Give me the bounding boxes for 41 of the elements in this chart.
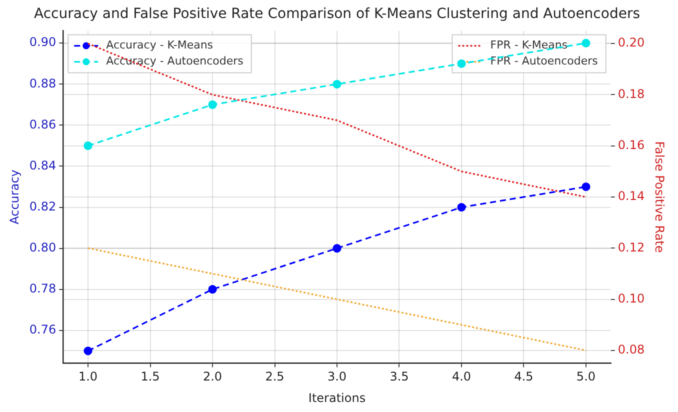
point [582,182,590,192]
y-tick-label: 0.88 [29,76,56,90]
x-tick-label: 2.5 [265,370,284,384]
x-axis-title: Iterations [308,390,366,405]
point [457,202,466,212]
legend-label: FPR - K-Means [490,38,568,52]
point [208,285,217,294]
point [332,244,342,253]
point [208,100,217,109]
y-tick-label: 0.90 [29,35,56,50]
point [332,80,342,88]
y-tick-label: 0.76 [29,322,56,336]
x-tick-label: 2.0 [202,370,222,384]
x-tick-label: 4.5 [514,370,534,384]
x-tick-label: 3.0 [327,370,347,384]
x-tick-label: 4.0 [452,370,472,384]
y2-axis-title: False Positive Rate [652,141,667,253]
point [84,141,92,150]
y-tick-label: 0.78 [29,281,56,296]
x-tick-label: 5.0 [576,370,596,384]
y-tick-label: 0.84 [29,158,56,172]
y2-tick-label: 0.20 [618,36,645,50]
x-tick-label: 3.5 [390,370,409,384]
y-tick-label: 0.86 [29,117,56,132]
y2-tick-label: 0.14 [618,189,645,204]
y-tick-label: 0.82 [29,199,56,214]
y2-tick-label: 0.08 [618,342,645,357]
x-tick-label: 1.5 [140,370,160,384]
x-tick-label: 1.0 [78,370,98,384]
point [457,59,466,68]
y-axis-title: Accuracy [7,170,22,224]
line-series [87,247,587,352]
point [84,346,92,356]
y2-tick-label: 0.18 [618,86,645,101]
point [582,38,590,48]
y2-tick-label: 0.12 [618,240,645,254]
y2-tick-label: 0.10 [618,291,645,306]
y-tick-label: 0.80 [29,240,56,254]
y2-tick-label: 0.16 [618,138,645,152]
legend-label: Accuracy - K-Means [106,38,214,52]
chart-title: Accuracy and False Positive Rate Comparison of K-Means Clustering and Autoencoders [34,6,640,22]
